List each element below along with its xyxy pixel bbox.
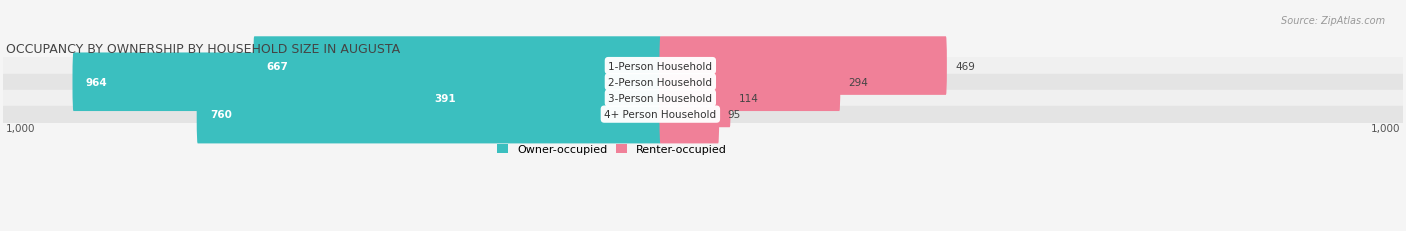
Text: OCCUPANCY BY OWNERSHIP BY HOUSEHOLD SIZE IN AUGUSTA: OCCUPANCY BY OWNERSHIP BY HOUSEHOLD SIZE… [6,43,399,55]
FancyBboxPatch shape [253,37,661,95]
Bar [3,74,1403,91]
Text: 469: 469 [955,61,974,71]
Text: 964: 964 [86,77,107,87]
Text: Source: ZipAtlas.com: Source: ZipAtlas.com [1281,16,1385,26]
Text: 294: 294 [849,77,869,87]
Text: 4+ Person Household: 4+ Person Household [605,110,717,120]
Text: 95: 95 [727,110,741,120]
Bar [3,91,1403,106]
Text: 114: 114 [740,94,759,103]
FancyBboxPatch shape [197,85,661,144]
Text: 391: 391 [434,94,456,103]
Text: 1,000: 1,000 [6,124,35,134]
Text: 2-Person Household: 2-Person Household [609,77,713,87]
FancyBboxPatch shape [659,69,731,128]
Text: 1,000: 1,000 [1371,124,1400,134]
Text: 760: 760 [209,110,232,120]
FancyBboxPatch shape [659,37,946,95]
Bar [3,58,1403,74]
Text: 1-Person Household: 1-Person Household [609,61,713,71]
FancyBboxPatch shape [659,85,718,144]
FancyBboxPatch shape [73,53,661,112]
Bar [3,106,1403,123]
Text: 667: 667 [266,61,288,71]
Legend: Owner-occupied, Renter-occupied: Owner-occupied, Renter-occupied [492,140,731,159]
FancyBboxPatch shape [422,69,661,128]
Text: 3-Person Household: 3-Person Household [609,94,713,103]
FancyBboxPatch shape [659,53,841,112]
